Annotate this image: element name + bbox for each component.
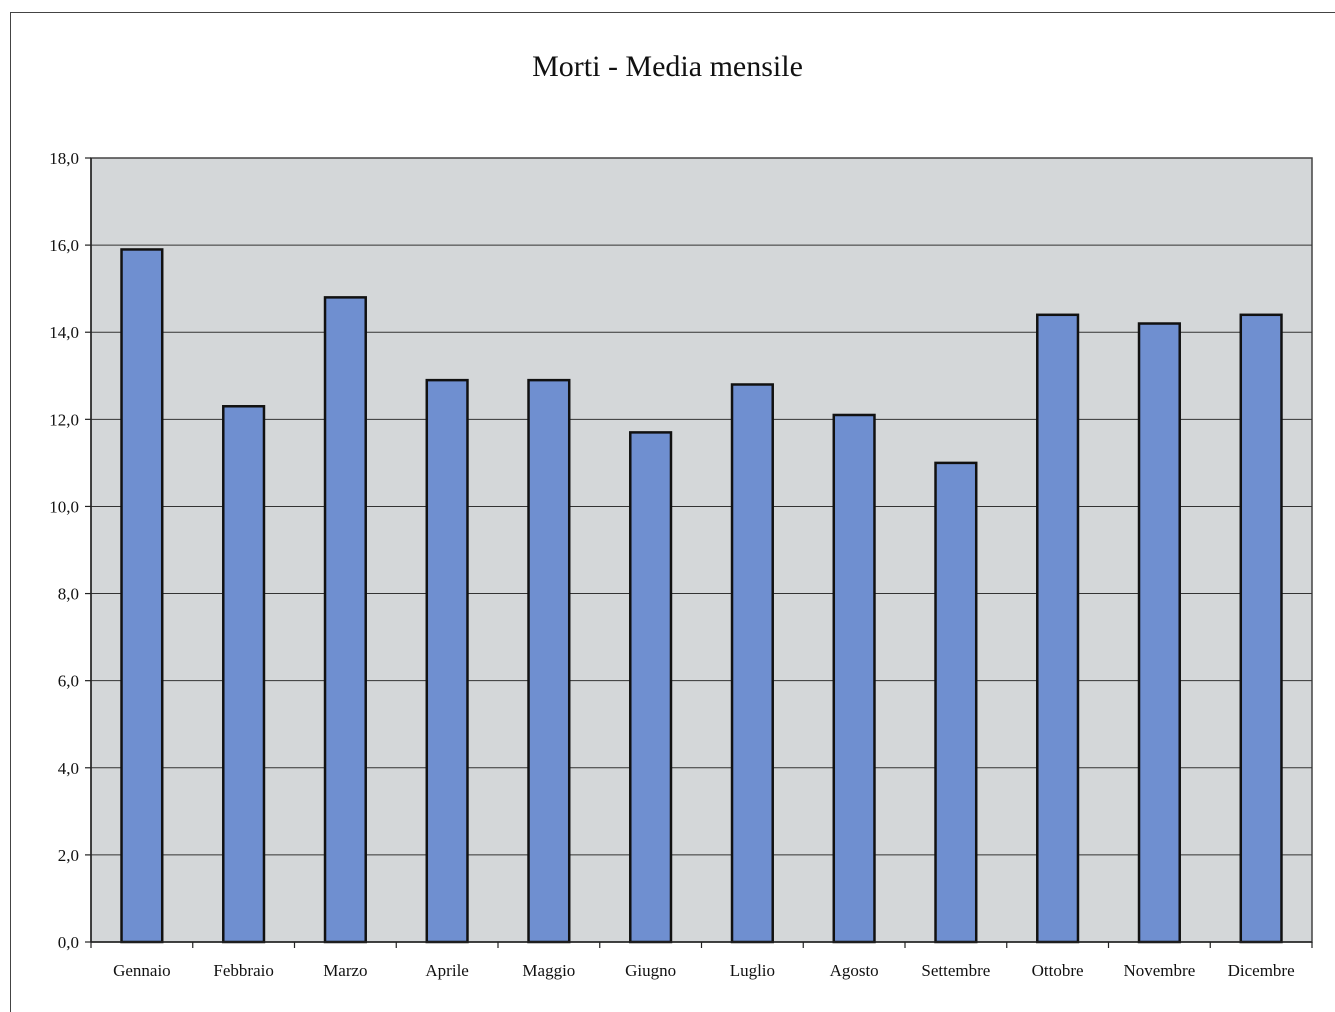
plot-area: [90, 157, 1313, 943]
gridlines: [91, 244, 1312, 856]
x-tick-label: Maggio: [522, 961, 575, 980]
y-tick-label: 2,0: [58, 846, 79, 865]
y-tick-label: 12,0: [49, 410, 79, 429]
bar: [730, 383, 774, 944]
y-tick-label: 0,0: [58, 933, 79, 952]
bar: [629, 431, 673, 944]
bar: [1036, 313, 1080, 944]
x-tick-label: Dicembre: [1228, 961, 1295, 980]
y-tick-label: 6,0: [58, 672, 79, 691]
x-tick-label: Giugno: [625, 961, 676, 980]
bar: [527, 378, 571, 944]
y-tick-label: 10,0: [49, 497, 79, 516]
x-tick-label: Novembre: [1123, 961, 1195, 980]
x-tick-label: Aprile: [425, 961, 468, 980]
y-tick-label: 16,0: [49, 236, 79, 255]
y-axis: 0,0 2,0 4,0 6,0 8,0 10,0 12,0 14,0 16,0 18,0: [49, 149, 92, 952]
y-tick-label: 14,0: [49, 323, 79, 342]
y-tick-label: 4,0: [58, 759, 79, 778]
bar: [425, 378, 469, 944]
bar: [120, 248, 164, 944]
x-tick-label: Ottobre: [1032, 961, 1084, 980]
x-tick-label: Marzo: [323, 961, 367, 980]
x-tick-label: Febbraio: [213, 961, 273, 980]
bars: [120, 248, 1283, 944]
bar: [832, 413, 876, 944]
bar: [934, 461, 978, 944]
bar: [222, 405, 266, 944]
x-axis: Gennaio Febbraio Marzo Aprile Maggio Giugno Lu…: [90, 941, 1313, 980]
chart-title: Morti - Media mensile: [532, 50, 803, 83]
bar: [323, 296, 367, 944]
x-tick-label: Agosto: [830, 961, 879, 980]
x-tick-label: Settembre: [921, 961, 990, 980]
y-tick-label: 18,0: [49, 149, 79, 168]
bar: [1137, 322, 1181, 944]
y-tick-label: 8,0: [58, 585, 79, 604]
bar: [1239, 313, 1283, 944]
chart-frame: [10, 12, 1335, 1012]
x-tick-label: Luglio: [730, 961, 775, 980]
x-tick-label: Gennaio: [113, 961, 171, 980]
